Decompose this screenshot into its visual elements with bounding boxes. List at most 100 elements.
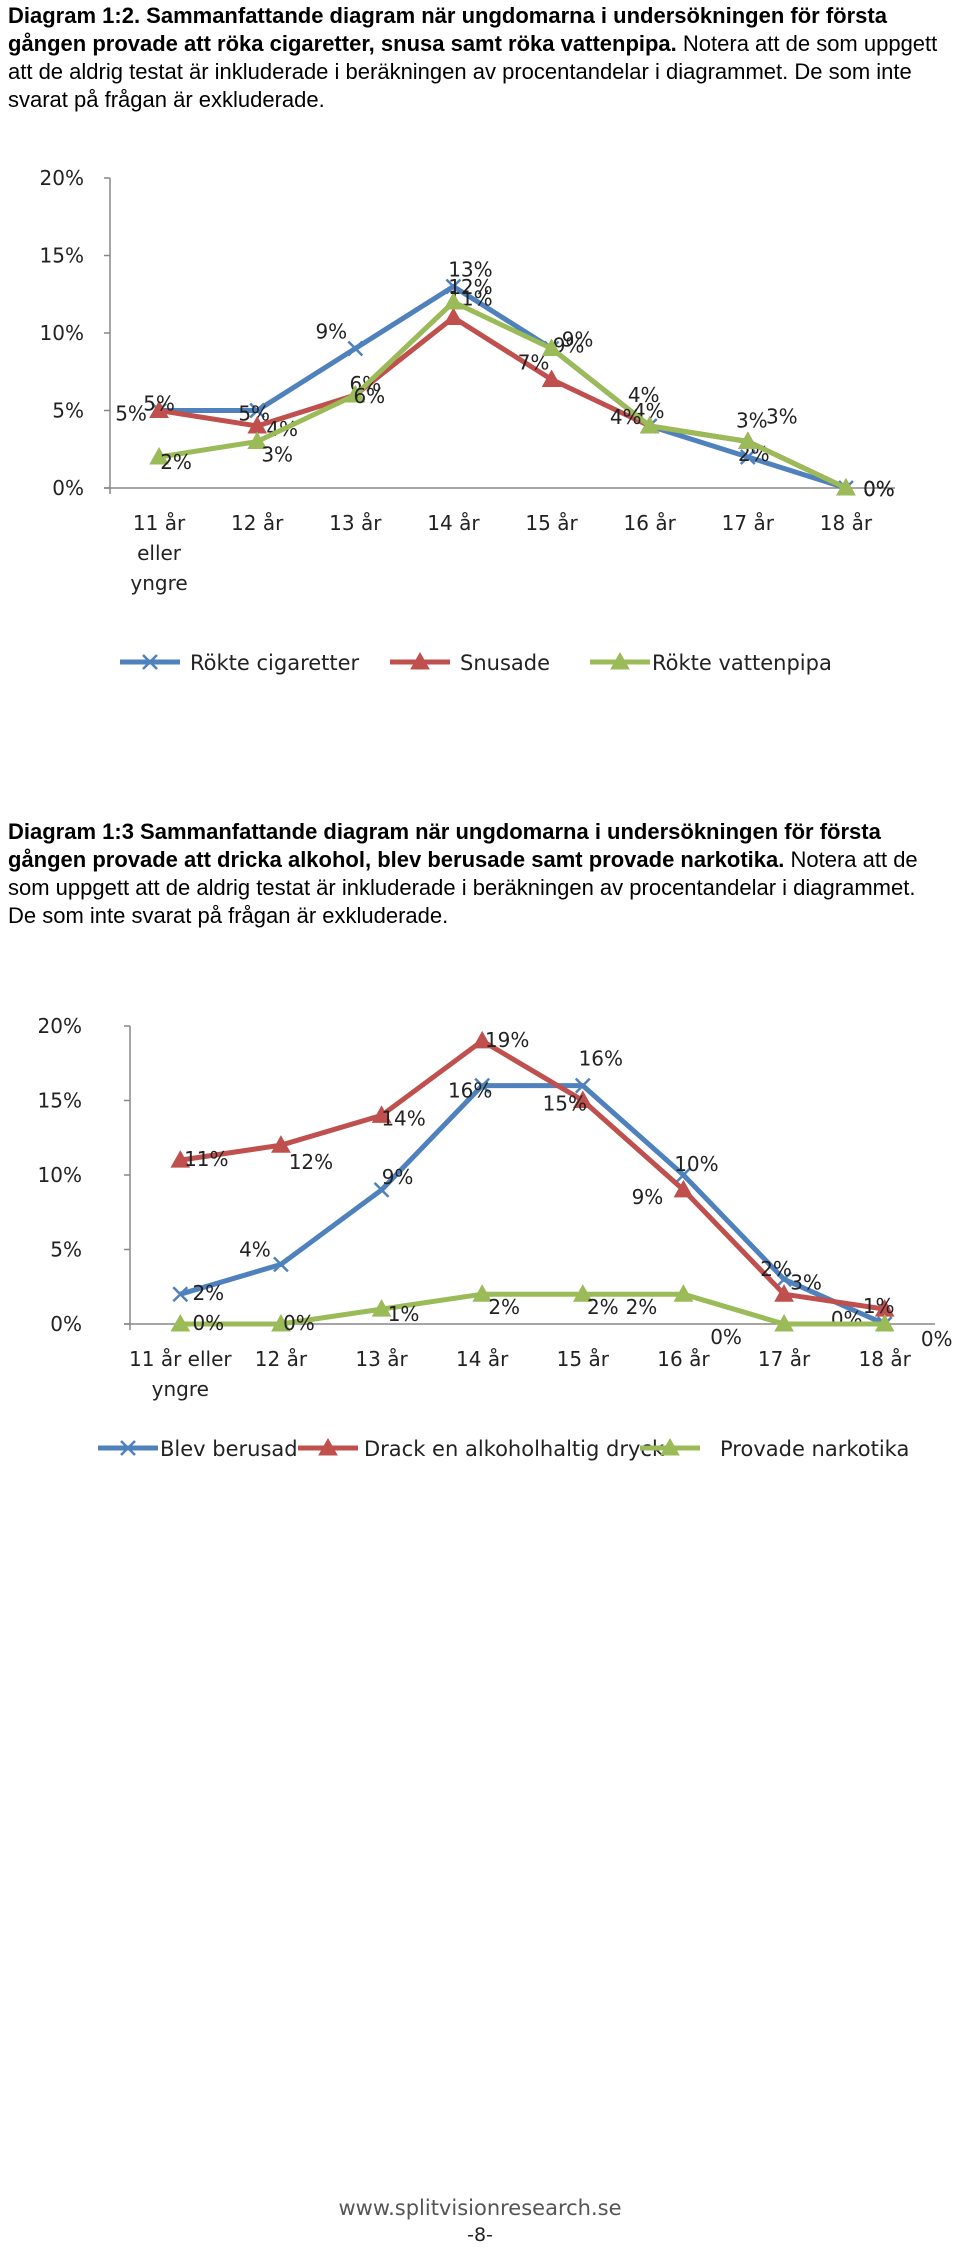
data-point — [673, 1179, 694, 1198]
legend-item: Snusade — [390, 651, 550, 675]
data-point — [149, 446, 169, 465]
y-tick-label: 15% — [38, 1089, 82, 1113]
legend-marker — [410, 651, 430, 670]
footer-url[interactable]: www.splitvisionresearch.se — [338, 2196, 622, 2220]
data-point — [874, 1313, 895, 1332]
data-point — [572, 1284, 593, 1302]
data-label: 9% — [315, 320, 347, 344]
data-label: 0% — [192, 1311, 224, 1335]
data-label: 0% — [921, 1327, 953, 1351]
data-point — [776, 1271, 792, 1288]
data-label: 16% — [448, 1079, 492, 1103]
data-label: 11% — [184, 1147, 228, 1171]
x-tick-label: 11 år eller — [129, 1347, 232, 1371]
data-point — [836, 477, 856, 496]
data-point — [445, 278, 462, 295]
x-tick-label: 17 år — [758, 1347, 811, 1371]
x-tick-label: 15 år — [557, 1347, 610, 1371]
data-label: 13% — [448, 258, 492, 282]
data-label: 2% — [160, 450, 192, 474]
y-tick-label: 0% — [52, 476, 84, 500]
data-label: 0% — [863, 477, 895, 501]
legend-marker — [318, 1437, 338, 1456]
caption-note: Notera att de som uppgett att de aldrig … — [8, 31, 938, 112]
data-point — [271, 1313, 291, 1332]
legend-label: Rökte cigaretter — [190, 651, 360, 675]
data-point — [273, 1256, 289, 1273]
data-point — [541, 338, 562, 356]
data-point — [271, 1135, 291, 1153]
x-tick-label: 15 år — [525, 511, 578, 535]
legend-item: Provade narkotika — [640, 1437, 909, 1461]
data-point — [170, 1313, 191, 1332]
data-point — [247, 431, 268, 449]
series-drack-en-alkoholhaltig-dryck: 11% 12% 14% 19% 15% 9% 2% 1% — [170, 1028, 895, 1318]
x-tick-label: yngre — [152, 1377, 209, 1401]
data-label: 3% — [261, 443, 293, 467]
data-label: 4% — [239, 1237, 271, 1261]
data-point — [673, 1284, 694, 1302]
y-tick-label: 10% — [38, 1163, 82, 1187]
data-point — [541, 369, 562, 387]
data-label: 19% — [485, 1028, 529, 1052]
legend-label: Drack en alkoholhaltig dryck — [364, 1437, 665, 1461]
x-tick-label: eller — [137, 541, 182, 565]
legend-item: Drack en alkoholhaltig dryck — [298, 1437, 665, 1461]
x-tick-label: 13 år — [355, 1347, 408, 1371]
diagram-1-2-caption: Diagram 1:2. Sammanfattande diagram när … — [8, 2, 948, 114]
y-tick-label: 0% — [50, 1312, 82, 1336]
data-point — [572, 1090, 593, 1108]
chart-diagram-1-2: 0% 5% 10% 15% 20% 11 år eller yngre 12 år 13 år 14… — [40, 166, 895, 675]
x-tick-label: 12 år — [231, 511, 284, 535]
legend-marker — [120, 1440, 136, 1456]
x-tick-label: 18 år — [859, 1347, 912, 1371]
series-rökte-cigaretter: 5% 5% 9% 13% 9% 4% 2% 0% — [115, 258, 895, 502]
data-label: 14% — [381, 1106, 425, 1130]
series-line — [159, 284, 847, 491]
x-tick-label: 16 år — [624, 511, 677, 535]
data-label: 9% — [562, 328, 594, 352]
diagram-1-3-caption: Diagram 1:3 Sammanfattande diagram när u… — [8, 818, 948, 930]
data-point — [170, 1150, 191, 1168]
x-tick-label: 16 år — [657, 1347, 710, 1371]
page-number: -8- — [467, 2224, 493, 2246]
data-point — [774, 1284, 794, 1302]
series-rökte-vattenpipa: 2% 3% 6% 12% 9% 4% 3% 0% — [149, 275, 895, 501]
data-label: 2% — [192, 1281, 224, 1305]
data-point — [472, 1030, 493, 1049]
legend-marker — [660, 1437, 680, 1456]
data-label: 0% — [863, 477, 895, 501]
y-tick-label: 15% — [40, 244, 84, 268]
data-point — [639, 415, 660, 434]
series-line — [180, 1291, 885, 1327]
series-line — [179, 1038, 886, 1312]
y-tick-label: 10% — [40, 321, 84, 345]
data-point — [774, 1313, 794, 1332]
data-point — [675, 1167, 692, 1183]
data-label: 9% — [632, 1185, 664, 1209]
series-line — [179, 1083, 886, 1327]
data-point — [737, 431, 758, 449]
legend-item: Rökte vattenpipa — [590, 651, 832, 675]
legend-label: Rökte vattenpipa — [652, 651, 832, 675]
data-point — [472, 1284, 493, 1302]
data-label: 0% — [710, 1325, 742, 1349]
legend-item: Rökte cigaretter — [120, 651, 360, 675]
x-tick-label: yngre — [130, 571, 187, 595]
data-label: 3% — [790, 1270, 822, 1294]
caption-note: Notera att de som uppgett att de aldrig … — [8, 847, 918, 928]
data-point — [474, 1077, 491, 1094]
data-point — [373, 1182, 390, 1198]
data-label: 15% — [543, 1092, 587, 1116]
x-tick-label: 17 år — [722, 511, 775, 535]
legend-label: Provade narkotika — [720, 1437, 909, 1461]
data-point — [172, 1286, 189, 1303]
legend-label: Snusade — [460, 651, 550, 675]
data-point — [371, 1299, 392, 1317]
data-label: 2% — [760, 1257, 792, 1281]
data-point — [149, 400, 169, 418]
x-tick-label: 12 år — [255, 1347, 308, 1371]
series-line — [158, 299, 848, 491]
data-label: 4% — [610, 405, 642, 429]
data-point — [345, 384, 366, 403]
